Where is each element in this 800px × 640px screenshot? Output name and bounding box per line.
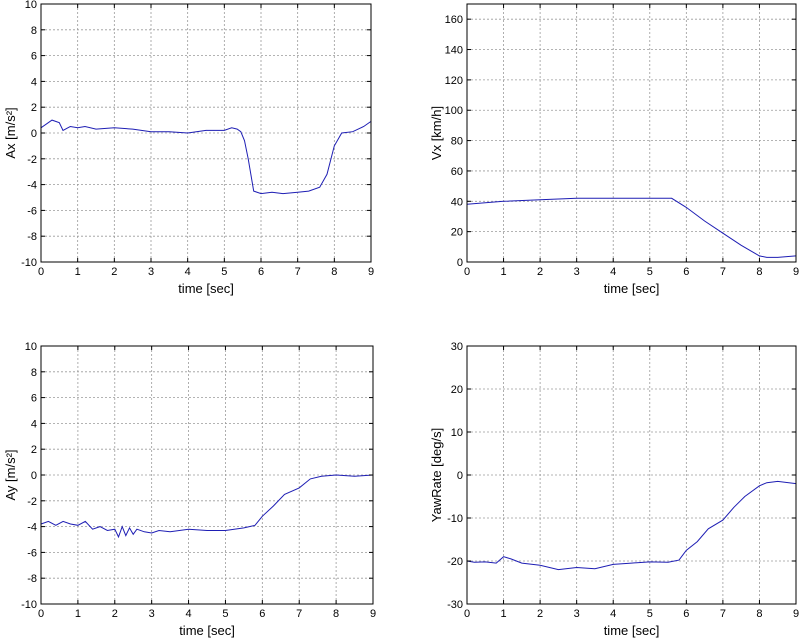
vx-x-tick-label: 4 <box>610 266 616 278</box>
yawrate-y-tick-label: 30 <box>451 341 463 353</box>
ax-y-tick-label: -6 <box>27 205 37 217</box>
ax-y-tick-label: 2 <box>31 102 37 114</box>
yawrate-y-tick-label: 10 <box>451 427 463 439</box>
vx-x-tick-label: 5 <box>647 266 653 278</box>
ax-y-tick-label: -4 <box>27 180 37 192</box>
vx-axes-frame <box>466 3 797 263</box>
ay-y-tick-label: 8 <box>31 367 37 379</box>
vx-x-tick-label: 0 <box>464 266 470 278</box>
ax-x-tick-label: 9 <box>368 266 374 278</box>
yawrate-x-tick-label: 6 <box>683 608 689 620</box>
ax-y-tick-label: 10 <box>25 0 37 11</box>
yawrate-x-tick-label: 4 <box>610 608 616 620</box>
vx-y-tick-label: 80 <box>451 136 463 148</box>
ay-y-tick-label: 2 <box>31 444 37 456</box>
yawrate-y-tick-label: -30 <box>447 599 463 611</box>
yawrate-x-tick-label: 7 <box>720 608 726 620</box>
ax-x-tick-label: 2 <box>111 266 117 278</box>
yawrate-y-tick-label: 0 <box>457 470 463 482</box>
vx-y-tick-label: 160 <box>445 14 463 26</box>
vx-x-tick-label: 9 <box>793 266 799 278</box>
ay-y-axis-label: Ay [m/s²] <box>3 449 18 500</box>
vx-y-tick-label: 140 <box>445 45 463 57</box>
yawrate-x-tick-label: 0 <box>464 608 470 620</box>
plot-vx-velocity: 0 1 2 3 4 5 6 7 8 9 0 20 40 60 80 100 120 140 160 time [sec… <box>429 3 799 296</box>
ay-series-line <box>40 474 374 539</box>
ay-x-tick-label: 7 <box>296 608 302 620</box>
ay-x-tick-label: 1 <box>75 608 81 620</box>
ax-x-tick-label: 4 <box>185 266 191 278</box>
yawrate-x-tick-label: 2 <box>537 608 543 620</box>
ay-x-axis-label: time [sec] <box>179 623 235 638</box>
ay-y-tick-label: -4 <box>27 522 37 534</box>
ay-x-tick-label: 8 <box>333 608 339 620</box>
ax-x-tick-label: 1 <box>75 266 81 278</box>
yawrate-x-tick-label: 8 <box>756 608 762 620</box>
yawrate-y-tick-label: -10 <box>447 513 463 525</box>
vx-x-tick-label: 6 <box>683 266 689 278</box>
ay-x-tick-label: 4 <box>185 608 191 620</box>
vx-y-tick-label: 120 <box>445 75 463 87</box>
yawrate-y-tick-label: 20 <box>451 384 463 396</box>
yawrate-x-tick-label: 5 <box>647 608 653 620</box>
ay-y-tick-label: 0 <box>31 470 37 482</box>
yawrate-x-tick-label: 3 <box>574 608 580 620</box>
ay-y-tick-label: -6 <box>27 547 37 559</box>
yawrate-x-axis-label: time [sec] <box>604 623 660 638</box>
vx-y-tick-label: 40 <box>451 196 463 208</box>
ay-y-tick-label: 6 <box>31 393 37 405</box>
ay-x-tick-label: 0 <box>38 608 44 620</box>
yawrate-y-axis-label: YawRate [deg/s] <box>429 428 444 522</box>
ax-y-tick-label: 4 <box>31 76 37 88</box>
ay-x-tick-label: 5 <box>222 608 228 620</box>
vx-x-tick-label: 7 <box>720 266 726 278</box>
vx-x-tick-label: 8 <box>756 266 762 278</box>
ax-y-tick-label: 0 <box>31 128 37 140</box>
ay-x-tick-label: 9 <box>370 608 376 620</box>
ay-y-tick-label: -2 <box>27 496 37 508</box>
ax-x-tick-label: 5 <box>221 266 227 278</box>
yawrate-series-line <box>466 480 797 571</box>
ax-y-axis-label: Ax [m/s²] <box>3 107 18 158</box>
ax-x-tick-label: 3 <box>148 266 154 278</box>
ay-y-tick-label: 4 <box>31 418 37 430</box>
ax-y-tick-label: 8 <box>31 25 37 37</box>
ay-x-tick-label: 2 <box>112 608 118 620</box>
plot-yaw-rate: 0 1 2 3 4 5 6 7 8 9 -30 -20 -10 0 10 20 30 time [sec] YawR… <box>429 341 799 638</box>
ax-x-tick-label: 8 <box>331 266 337 278</box>
ax-y-tick-label: -2 <box>27 154 37 166</box>
vx-plot-area <box>466 3 797 263</box>
vx-x-axis-label: time [sec] <box>604 281 660 296</box>
yawrate-y-tick-label: -20 <box>447 556 463 568</box>
vx-y-tick-label: 0 <box>457 257 463 269</box>
ax-x-tick-label: 7 <box>295 266 301 278</box>
ay-y-tick-label: -10 <box>21 599 37 611</box>
plot-ay-acceleration: 0 1 2 3 4 5 6 7 8 9 -10 -8 -6 -4 -2 0 2 4 6 8 10 time [sec] Ay… <box>3 341 376 638</box>
vx-y-tick-label: 60 <box>451 166 463 178</box>
vx-series-line <box>466 197 797 258</box>
vx-y-tick-label: 100 <box>445 105 463 117</box>
ax-y-tick-label: -8 <box>27 231 37 243</box>
ay-y-tick-label: -8 <box>27 573 37 585</box>
ay-x-tick-label: 3 <box>149 608 155 620</box>
ay-y-tick-label: 10 <box>25 341 37 353</box>
ax-y-tick-label: -10 <box>21 257 37 269</box>
ax-series-line <box>40 119 372 195</box>
vx-y-tick-label: 20 <box>451 227 463 239</box>
ax-x-axis-label: time [sec] <box>178 281 234 296</box>
vx-x-tick-label: 2 <box>537 266 543 278</box>
ax-y-tick-label: 6 <box>31 51 37 63</box>
yawrate-x-tick-label: 9 <box>793 608 799 620</box>
ay-x-tick-label: 6 <box>259 608 265 620</box>
plot-ax-acceleration: 0 1 2 3 4 5 6 7 8 9 -10 -8 -6 -4 -2 0 2 4 6 8 10 time [sec] Ax… <box>3 0 374 296</box>
yawrate-x-tick-label: 1 <box>500 608 506 620</box>
vx-x-tick-label: 1 <box>500 266 506 278</box>
vx-x-tick-label: 3 <box>574 266 580 278</box>
ax-x-tick-label: 0 <box>38 266 44 278</box>
ax-x-tick-label: 6 <box>258 266 264 278</box>
vx-y-axis-label: Vx [km/h] <box>429 106 444 160</box>
